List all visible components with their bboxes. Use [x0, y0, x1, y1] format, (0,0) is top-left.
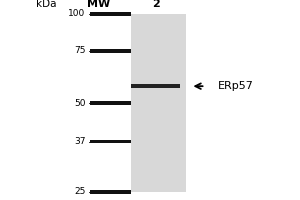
Bar — [90, 101, 130, 105]
Bar — [90, 190, 130, 194]
Bar — [90, 49, 130, 53]
Bar — [90, 140, 130, 143]
Text: 2: 2 — [152, 0, 160, 9]
FancyBboxPatch shape — [130, 14, 186, 192]
Bar — [130, 84, 180, 88]
Text: ERp57: ERp57 — [218, 81, 254, 91]
Text: 75: 75 — [74, 46, 85, 55]
Bar — [90, 12, 130, 16]
Text: 25: 25 — [74, 188, 85, 196]
Text: kDa: kDa — [36, 0, 57, 9]
Text: 37: 37 — [74, 137, 85, 146]
Text: 100: 100 — [68, 9, 86, 19]
Text: 50: 50 — [74, 99, 85, 108]
Text: MW: MW — [87, 0, 111, 9]
